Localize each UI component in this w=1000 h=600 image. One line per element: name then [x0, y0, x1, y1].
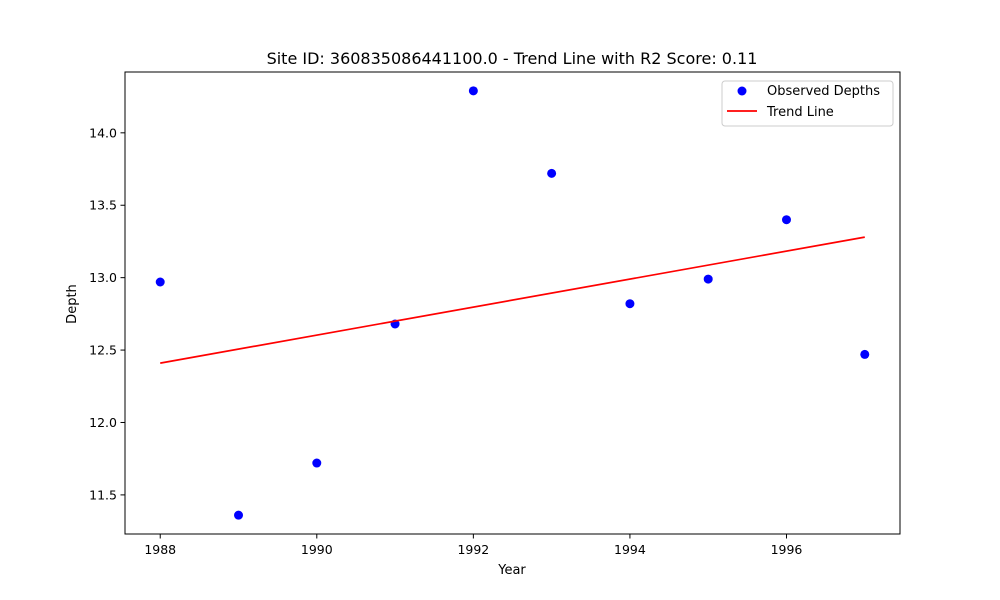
- y-tick-label: 12.0: [89, 415, 117, 430]
- x-tick-label: 1996: [771, 542, 803, 557]
- x-axis-label: Year: [497, 563, 526, 578]
- trend-line: [160, 236, 865, 364]
- legend-label-observed-depths: Observed Depths: [767, 84, 880, 99]
- data-point: [860, 349, 870, 359]
- plot-frame: [124, 71, 901, 535]
- y-tick-label: 13.0: [89, 270, 117, 285]
- plot-area: 1988 1990 1992 1994 1996 11.5 12.0 12.5 13.0 13.5…: [89, 71, 901, 557]
- legend-box: [721, 80, 894, 127]
- legend: Observed Depths Trend Line: [721, 80, 894, 127]
- y-tick-label: 12.5: [89, 343, 117, 358]
- data-point: [703, 274, 713, 284]
- x-tick-label: 1990: [301, 542, 333, 557]
- y-tick-label: 14.0: [89, 125, 117, 140]
- data-point: [547, 168, 557, 178]
- legend-label-trend-line: Trend Line: [766, 105, 834, 120]
- data-point: [468, 86, 478, 96]
- legend-marker-observed-depths: [737, 86, 747, 96]
- y-axis-label: Depth: [65, 284, 80, 324]
- y-tick-label: 11.5: [89, 487, 117, 502]
- data-point: [312, 458, 322, 468]
- data-point: [234, 510, 244, 520]
- x-tick-label: 1994: [614, 542, 646, 557]
- data-point: [155, 277, 165, 287]
- x-tick-label: 1992: [457, 542, 489, 557]
- data-point: [781, 215, 791, 225]
- x-tick-label: 1988: [144, 542, 176, 557]
- y-tick-label: 13.5: [89, 198, 117, 213]
- data-point: [625, 299, 635, 309]
- chart-title: Site ID: 360835086441100.0 - Trend Line …: [267, 49, 758, 68]
